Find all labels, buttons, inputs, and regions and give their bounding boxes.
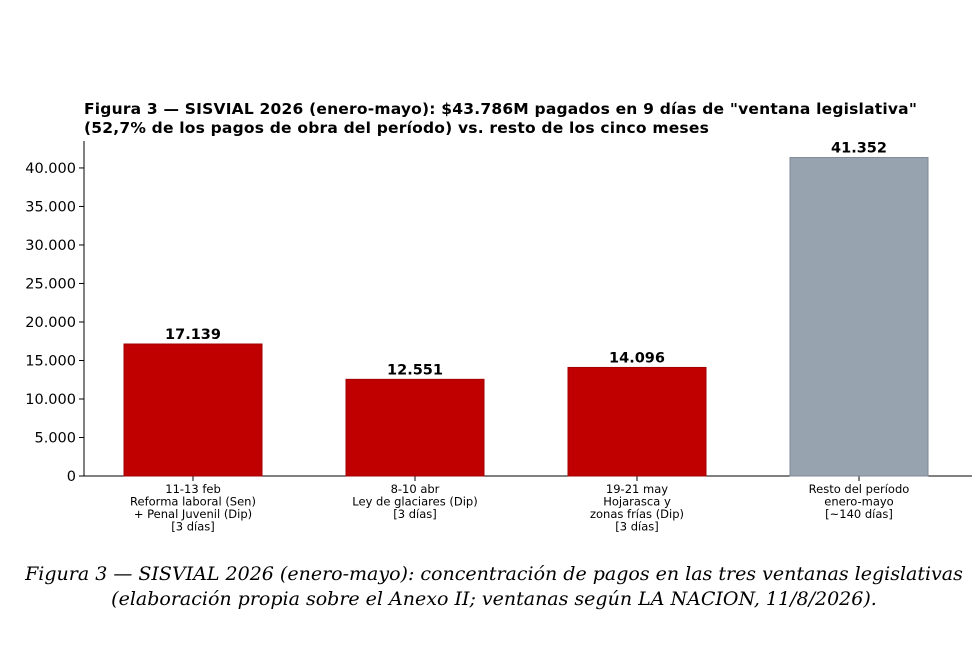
x-tick-label: Ley de glaciares (Dip) — [352, 495, 477, 509]
y-tick-label: 35.000 — [25, 199, 76, 215]
bar — [789, 157, 929, 477]
y-tick-label: 10.000 — [25, 392, 76, 408]
x-tick-label: [3 días] — [171, 520, 214, 534]
bar — [567, 366, 707, 477]
x-tick-label: 19-21 may — [606, 482, 668, 496]
x-tick-label: Hojarasca y — [603, 495, 671, 509]
figure-caption: Figura 3 — SISVIAL 2026 (enero-mayo): co… — [0, 562, 972, 612]
caption-line-2: (elaboración propia sobre el Anexo II; v… — [111, 588, 877, 610]
x-tick-label: [~140 días] — [825, 507, 893, 521]
x-tick-label: enero-mayo — [824, 495, 893, 509]
x-tick-label: 8-10 abr — [391, 482, 440, 496]
bar-value-label: 14.096 — [609, 350, 665, 366]
caption-line-1: Figura 3 — SISVIAL 2026 (enero-mayo): co… — [25, 563, 963, 585]
x-tick-label: 11-13 feb — [165, 482, 221, 496]
y-tick-label: 5.000 — [34, 430, 76, 446]
chart-title-line-1: Figura 3 — SISVIAL 2026 (enero-mayo): $4… — [84, 100, 918, 118]
y-tick-label: 0 — [67, 469, 76, 485]
bar-chart: 0 5.000 10.000 15.000 20.000 25.000 30.000 35.0… — [25, 141, 972, 534]
y-tick-label: 30.000 — [25, 238, 76, 254]
x-tick-label: + Penal Juvenil (Dip) — [134, 507, 252, 521]
chart-title-line-2: (52,7% de los pagos de obra del período)… — [84, 119, 709, 137]
chart-title: Figura 3 — SISVIAL 2026 (enero-mayo): $4… — [84, 100, 972, 138]
bar — [123, 343, 263, 477]
y-tick-label: 15.000 — [25, 353, 76, 369]
x-tick-label: Reforma laboral (Sen) — [130, 495, 256, 509]
bar-value-label: 17.139 — [165, 327, 221, 343]
x-tick-label: [3 días] — [393, 507, 436, 521]
bar-value-label: 12.551 — [387, 362, 443, 378]
x-tick-label: Resto del período — [809, 482, 910, 496]
y-tick-label: 25.000 — [25, 276, 76, 292]
bar-value-label: 41.352 — [831, 141, 887, 157]
x-tick-label: zonas frías (Dip) — [590, 507, 684, 521]
bar — [345, 378, 485, 477]
y-tick-label: 20.000 — [25, 315, 76, 331]
x-tick-label: [3 días] — [615, 520, 658, 534]
y-tick-label: 40.000 — [25, 161, 76, 177]
